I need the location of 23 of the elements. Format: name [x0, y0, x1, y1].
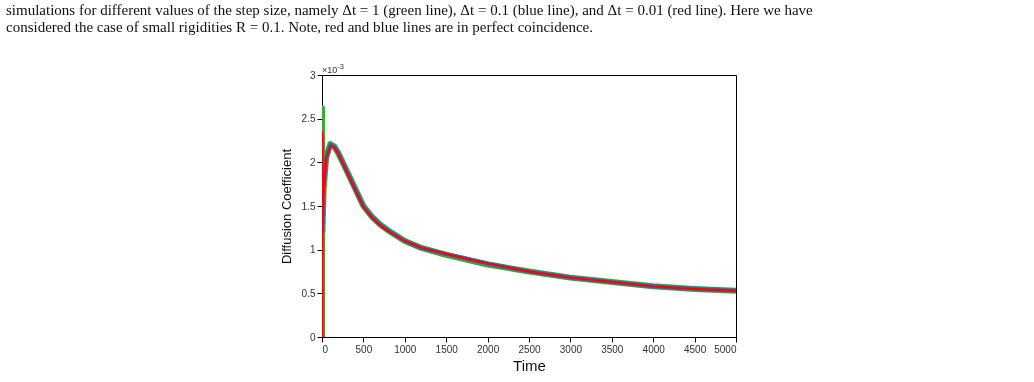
text: simulations for different values of the step size, namely Δt = 1 (green line), Δt = 0.1 (blue line), and Δt = 0.01 (red line). Here we have [6, 2, 813, 19]
x-tick-label: 5000 [714, 343, 737, 355]
y-tick-label: 1.5 [301, 200, 316, 212]
x-tick-label: 3500 [601, 343, 624, 355]
y-tick-label: 2 [309, 156, 316, 168]
y-tick-label: 1 [309, 244, 316, 256]
x-axis-title: Time [513, 356, 546, 374]
y-axis-title: Diffusion Coefficient [278, 148, 294, 265]
y-tick-label: 0.5 [301, 287, 316, 299]
x-tick-label: 1500 [435, 343, 459, 355]
x-tick-label: 500 [355, 343, 373, 355]
x-tick-label: 3000 [559, 343, 583, 355]
x-tick-label: 4500 [683, 343, 707, 355]
x-tick-label: 2500 [518, 343, 542, 355]
x-tick-label: 1000 [394, 343, 417, 355]
y-tick-label: 2.5 [301, 113, 316, 125]
y-tick-label: 3 [309, 69, 316, 81]
x-tick-label: 2000 [476, 343, 500, 355]
x-tick-label: 4000 [642, 343, 666, 355]
text: considered the case of small rigidities R = 0.1. Note, red and blue lines are in perfect coincidence. [6, 19, 593, 36]
y-tick-label: 0 [309, 331, 316, 343]
x-tick-label: 0 [322, 343, 329, 355]
text: ×10$^{-3}$ [322, 62, 344, 75]
